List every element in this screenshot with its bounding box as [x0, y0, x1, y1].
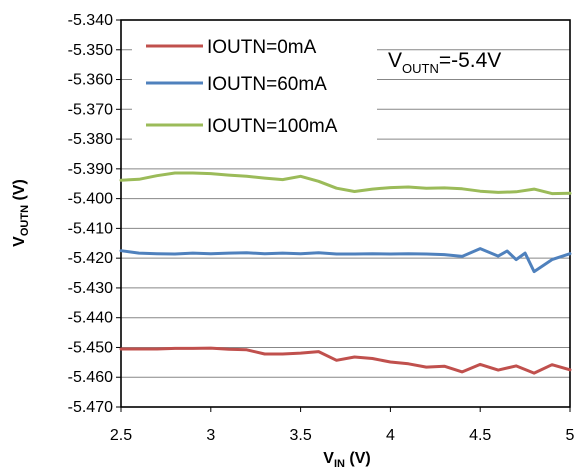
y-tick-label: -5.430	[68, 280, 113, 297]
legend-label: IOUTN=100mA	[207, 116, 338, 137]
legend: IOUTN=0mA IOUTN=60mA IOUTN=100mA	[132, 32, 377, 144]
y-tick-label: -5.410	[68, 220, 113, 237]
series-lines	[119, 171, 572, 375]
y-axis-ticks: -5.340 -5.350 -5.360 -5.370 -5.380 -5.390 -5.4…	[68, 12, 121, 416]
y-tick-label: -5.440	[68, 310, 113, 327]
x-axis-ticks: 2.5 3 3.5 4 4.5 5	[110, 407, 575, 444]
x-tick-label: 4.5	[469, 427, 491, 444]
y-axis-title: VOUTN (V)	[11, 179, 31, 247]
legend-label: IOUTN=0mA	[207, 37, 317, 58]
y-tick-label: -5.340	[68, 12, 113, 29]
y-tick-label: -5.470	[68, 399, 113, 416]
annotation-vout: VOUTN=-5.4V	[388, 49, 501, 76]
x-axis-title: VIN (V)	[323, 450, 370, 470]
y-tick-label: -5.390	[68, 161, 113, 178]
y-tick-label: -5.370	[68, 101, 113, 118]
x-tick-label: 3	[206, 427, 215, 444]
y-tick-label: -5.450	[68, 339, 113, 356]
series-line-3	[119, 171, 572, 196]
x-tick-label: 4	[386, 427, 395, 444]
y-tick-label: -5.350	[68, 42, 113, 59]
series-line-1	[119, 346, 572, 375]
y-tick-label: -5.380	[68, 131, 113, 148]
y-tick-label: -5.420	[68, 250, 113, 267]
y-tick-label: -5.360	[68, 72, 113, 89]
x-tick-label: 2.5	[110, 427, 132, 444]
x-tick-label: 5	[566, 427, 575, 444]
plot-area-frame	[120, 19, 571, 408]
y-tick-label: -5.460	[68, 369, 113, 386]
legend-label: IOUTN=60mA	[207, 74, 327, 95]
x-tick-label: 3.5	[289, 427, 311, 444]
series-line-2	[119, 247, 572, 274]
y-tick-label: -5.400	[68, 191, 113, 208]
